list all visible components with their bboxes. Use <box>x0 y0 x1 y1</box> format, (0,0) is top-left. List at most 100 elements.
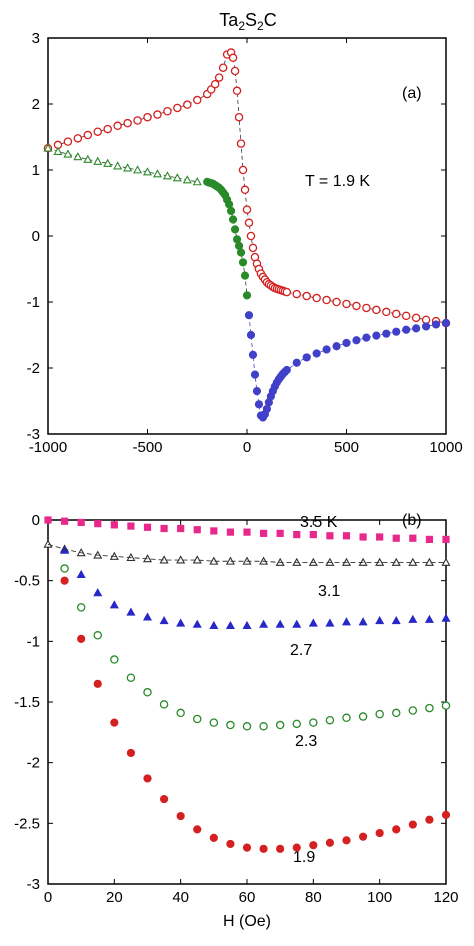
x-tick-label: -500 <box>132 439 162 456</box>
data-point <box>372 331 381 340</box>
data-point <box>110 521 118 529</box>
data-point <box>176 811 185 821</box>
data-point <box>359 533 367 541</box>
data-point <box>176 708 185 718</box>
data-point <box>142 612 153 621</box>
y-tick-label: -0.5 <box>14 573 40 590</box>
data-point <box>238 165 248 175</box>
data-point <box>126 673 136 682</box>
data-point <box>163 107 172 116</box>
data-point <box>242 291 252 300</box>
series-label-3-1: 3.1 <box>318 583 340 600</box>
data-point <box>244 311 254 320</box>
y-tick-label: 0 <box>32 512 40 529</box>
data-point <box>342 532 351 540</box>
data-point <box>276 529 284 537</box>
data-point <box>93 127 103 136</box>
data-point <box>431 320 441 329</box>
data-point <box>250 370 260 379</box>
data-point <box>358 712 368 721</box>
data-point <box>375 615 385 625</box>
data-point <box>209 833 218 842</box>
data-point <box>422 322 431 331</box>
temperature-annotation: T = 1.9 K <box>305 173 370 190</box>
y-tick-label: -1 <box>27 633 40 650</box>
data-point <box>192 619 202 628</box>
data-point <box>234 241 244 250</box>
data-point <box>292 358 301 367</box>
data-point <box>93 679 102 688</box>
data-point <box>441 701 451 710</box>
data-point <box>441 557 451 566</box>
data-point <box>153 110 162 119</box>
data-point <box>352 336 361 345</box>
data-point <box>123 118 132 128</box>
data-point <box>322 295 331 305</box>
data-point <box>143 112 152 122</box>
data-point <box>183 100 192 109</box>
data-point <box>332 297 341 307</box>
data-point <box>159 794 169 804</box>
data-point <box>77 634 86 644</box>
data-point <box>254 400 264 409</box>
data-point <box>293 530 301 539</box>
data-point <box>392 825 401 834</box>
data-point <box>412 324 421 333</box>
data-point <box>226 720 235 730</box>
x-tick-label: 20 <box>106 889 123 906</box>
data-point <box>232 235 242 244</box>
data-point <box>246 231 256 241</box>
data-point <box>76 603 86 612</box>
data-point <box>425 535 434 544</box>
data-point <box>362 333 371 342</box>
data-point <box>218 63 228 72</box>
data-point <box>193 526 201 534</box>
data-point <box>224 200 234 209</box>
data-point <box>53 146 63 155</box>
series-guide-line <box>47 147 198 183</box>
data-point <box>172 173 182 182</box>
data-point <box>159 700 169 709</box>
data-point <box>236 139 246 148</box>
data-point <box>282 287 292 297</box>
x-tick-label: 60 <box>239 889 256 906</box>
data-point <box>240 185 250 195</box>
data-point <box>292 843 301 852</box>
x-axis-label-b: H (Oe) <box>223 913 271 930</box>
data-point <box>309 718 318 727</box>
data-point <box>382 329 391 338</box>
data-point <box>442 535 450 544</box>
data-point <box>441 613 451 622</box>
data-point <box>152 169 162 178</box>
y-tick-label: 0 <box>32 228 40 245</box>
y-tick-label: 2 <box>32 96 40 113</box>
data-point <box>401 311 411 321</box>
data-point <box>392 534 400 542</box>
data-point <box>325 838 335 847</box>
data-point <box>282 365 291 375</box>
data-point <box>391 615 401 625</box>
x-tick-label: 40 <box>172 889 189 906</box>
y-tick-label: 1 <box>32 162 40 179</box>
data-point <box>162 171 172 180</box>
data-point <box>209 718 219 727</box>
data-point <box>248 350 258 359</box>
data-point <box>83 154 93 163</box>
series-3-1-dashed-line <box>47 543 446 563</box>
data-point <box>292 289 301 299</box>
data-point <box>127 522 135 530</box>
data-point <box>94 520 102 528</box>
data-point <box>60 517 69 525</box>
panel-b: (b) H (Oe) 3.5 K 3.1 2.7 2.3 1.9 0 20 40 60… <box>14 512 458 930</box>
data-point <box>160 524 168 533</box>
data-point <box>302 353 311 362</box>
data-point <box>309 530 317 539</box>
data-point <box>44 516 52 524</box>
data-point <box>358 832 368 841</box>
data-point <box>60 576 69 585</box>
data-point <box>242 722 252 731</box>
data-point <box>182 175 192 184</box>
x-tick-label: 1000 <box>429 439 462 456</box>
data-point <box>244 218 254 228</box>
data-point <box>83 130 93 140</box>
